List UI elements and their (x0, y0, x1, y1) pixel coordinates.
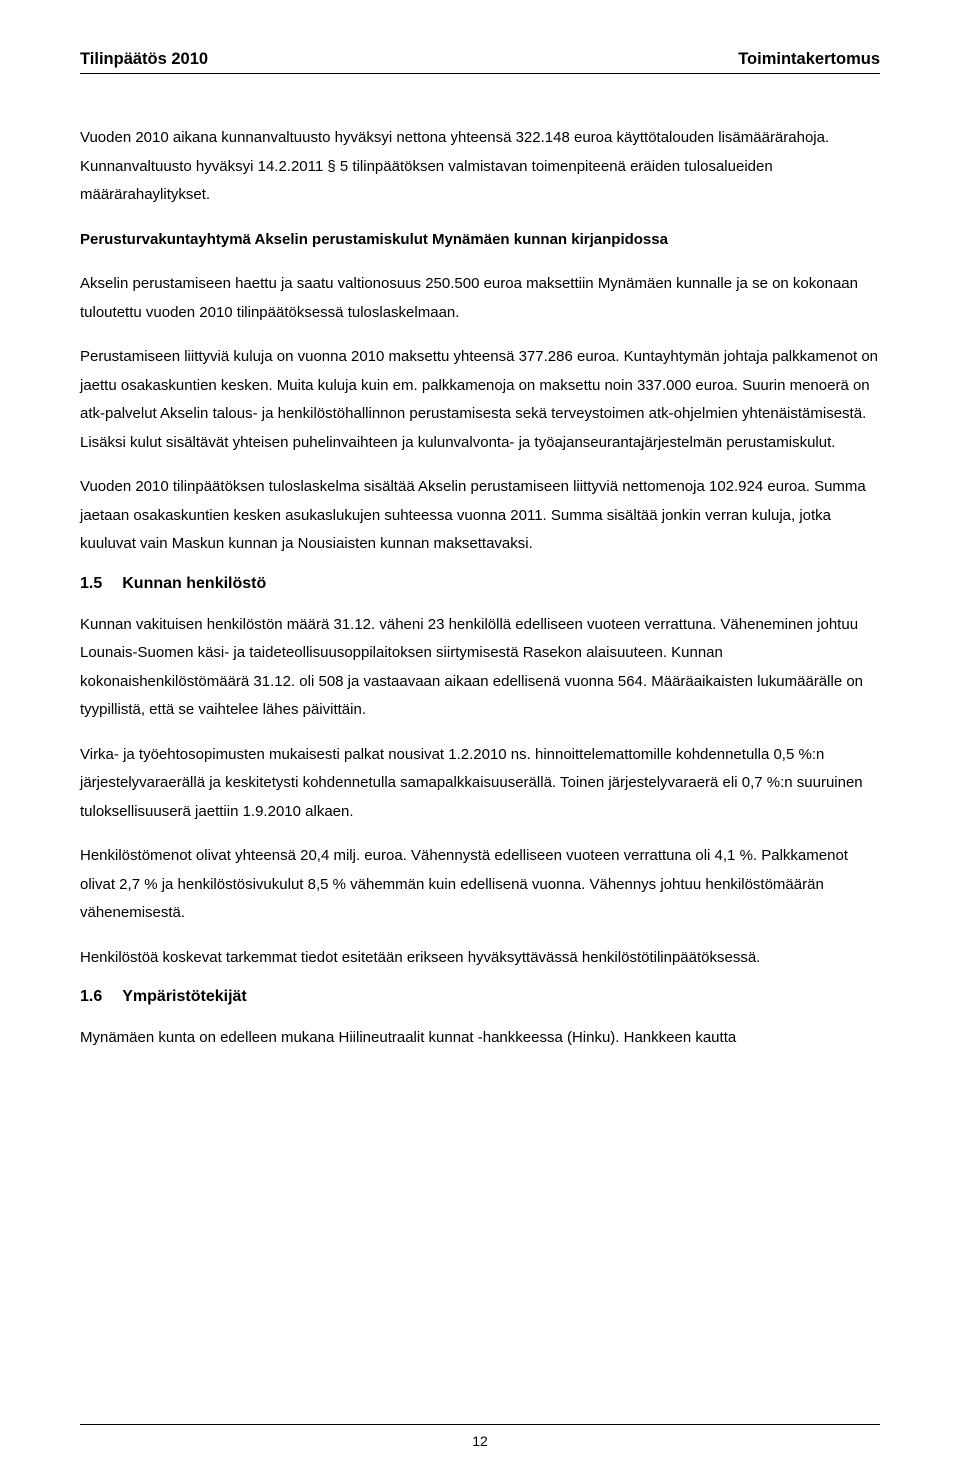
header-left: Tilinpäätös 2010 (80, 50, 208, 69)
section-number: 1.6 (80, 988, 102, 1006)
body-paragraph: Perustamiseen liittyviä kuluja on vuonna… (80, 343, 880, 457)
body-paragraph: Virka- ja työehtosopimusten mukaisesti p… (80, 741, 880, 827)
section-heading: 1.5 Kunnan henkilöstö (80, 575, 880, 593)
body-paragraph: Kunnan vakituisen henkilöstön määrä 31.1… (80, 611, 880, 725)
page-header: Tilinpäätös 2010 Toimintakertomus (80, 50, 880, 69)
section-title: Ympäristötekijät (122, 988, 246, 1006)
header-right: Toimintakertomus (738, 50, 880, 69)
header-rule (80, 73, 880, 74)
body-paragraph: Henkilöstöä koskevat tarkemmat tiedot es… (80, 944, 880, 973)
section-title: Kunnan henkilöstö (122, 575, 266, 593)
page-footer: 12 (80, 1424, 880, 1449)
body-paragraph: Vuoden 2010 tilinpäätöksen tuloslaskelma… (80, 473, 880, 559)
body-paragraph: Mynämäen kunta on edelleen mukana Hiilin… (80, 1024, 880, 1053)
body-paragraph: Akselin perustamiseen haettu ja saatu va… (80, 270, 880, 327)
footer-rule (80, 1424, 880, 1425)
section-number: 1.5 (80, 575, 102, 593)
page-number: 12 (80, 1433, 880, 1449)
body-paragraph: Henkilöstömenot olivat yhteensä 20,4 mil… (80, 842, 880, 928)
body-paragraph: Vuoden 2010 aikana kunnanvaltuusto hyväk… (80, 124, 880, 210)
section-heading: 1.6 Ympäristötekijät (80, 988, 880, 1006)
body-subheading: Perusturvakuntayhtymä Akselin perustamis… (80, 226, 880, 255)
